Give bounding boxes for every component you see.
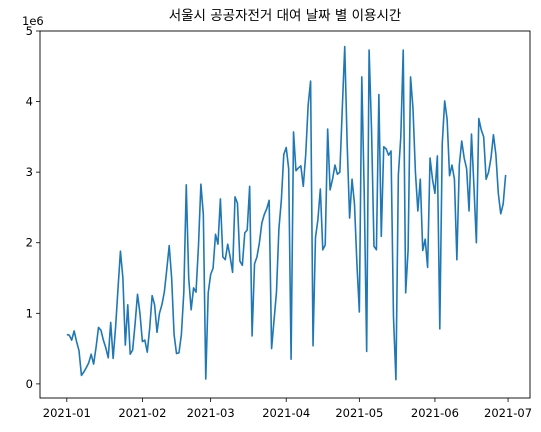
y-tick-label: 3 (26, 165, 33, 179)
x-tick-label: 2021-04 (262, 406, 310, 420)
y-tick-label: 2 (26, 236, 33, 250)
y-tick-label: 4 (26, 95, 33, 109)
y-tick-label: 0 (26, 377, 33, 391)
x-axis-ticks: 2021-01 2021-02 2021-03 2021-04 2021-05 2021-… (43, 398, 532, 420)
x-tick-label: 2021-05 (335, 406, 383, 420)
y-tick-label: 1 (26, 306, 33, 320)
y-axis-ticks: 0 1 2 3 4 5 (26, 24, 40, 391)
x-tick-label: 2021-07 (484, 406, 532, 420)
y-tick-label: 5 (26, 24, 33, 38)
x-tick-label: 2021-01 (43, 406, 91, 420)
series-line (66, 45, 507, 381)
x-tick-label: 2021-03 (187, 406, 235, 420)
plot-frame (39, 30, 531, 399)
chart-title: 서울시 공공자전거 대여 날짜 별 이용시간 (169, 8, 402, 24)
x-tick-label: 2021-06 (411, 406, 459, 420)
y-offset-label: 1e6 (22, 14, 44, 28)
x-tick-label: 2021-02 (118, 406, 166, 420)
